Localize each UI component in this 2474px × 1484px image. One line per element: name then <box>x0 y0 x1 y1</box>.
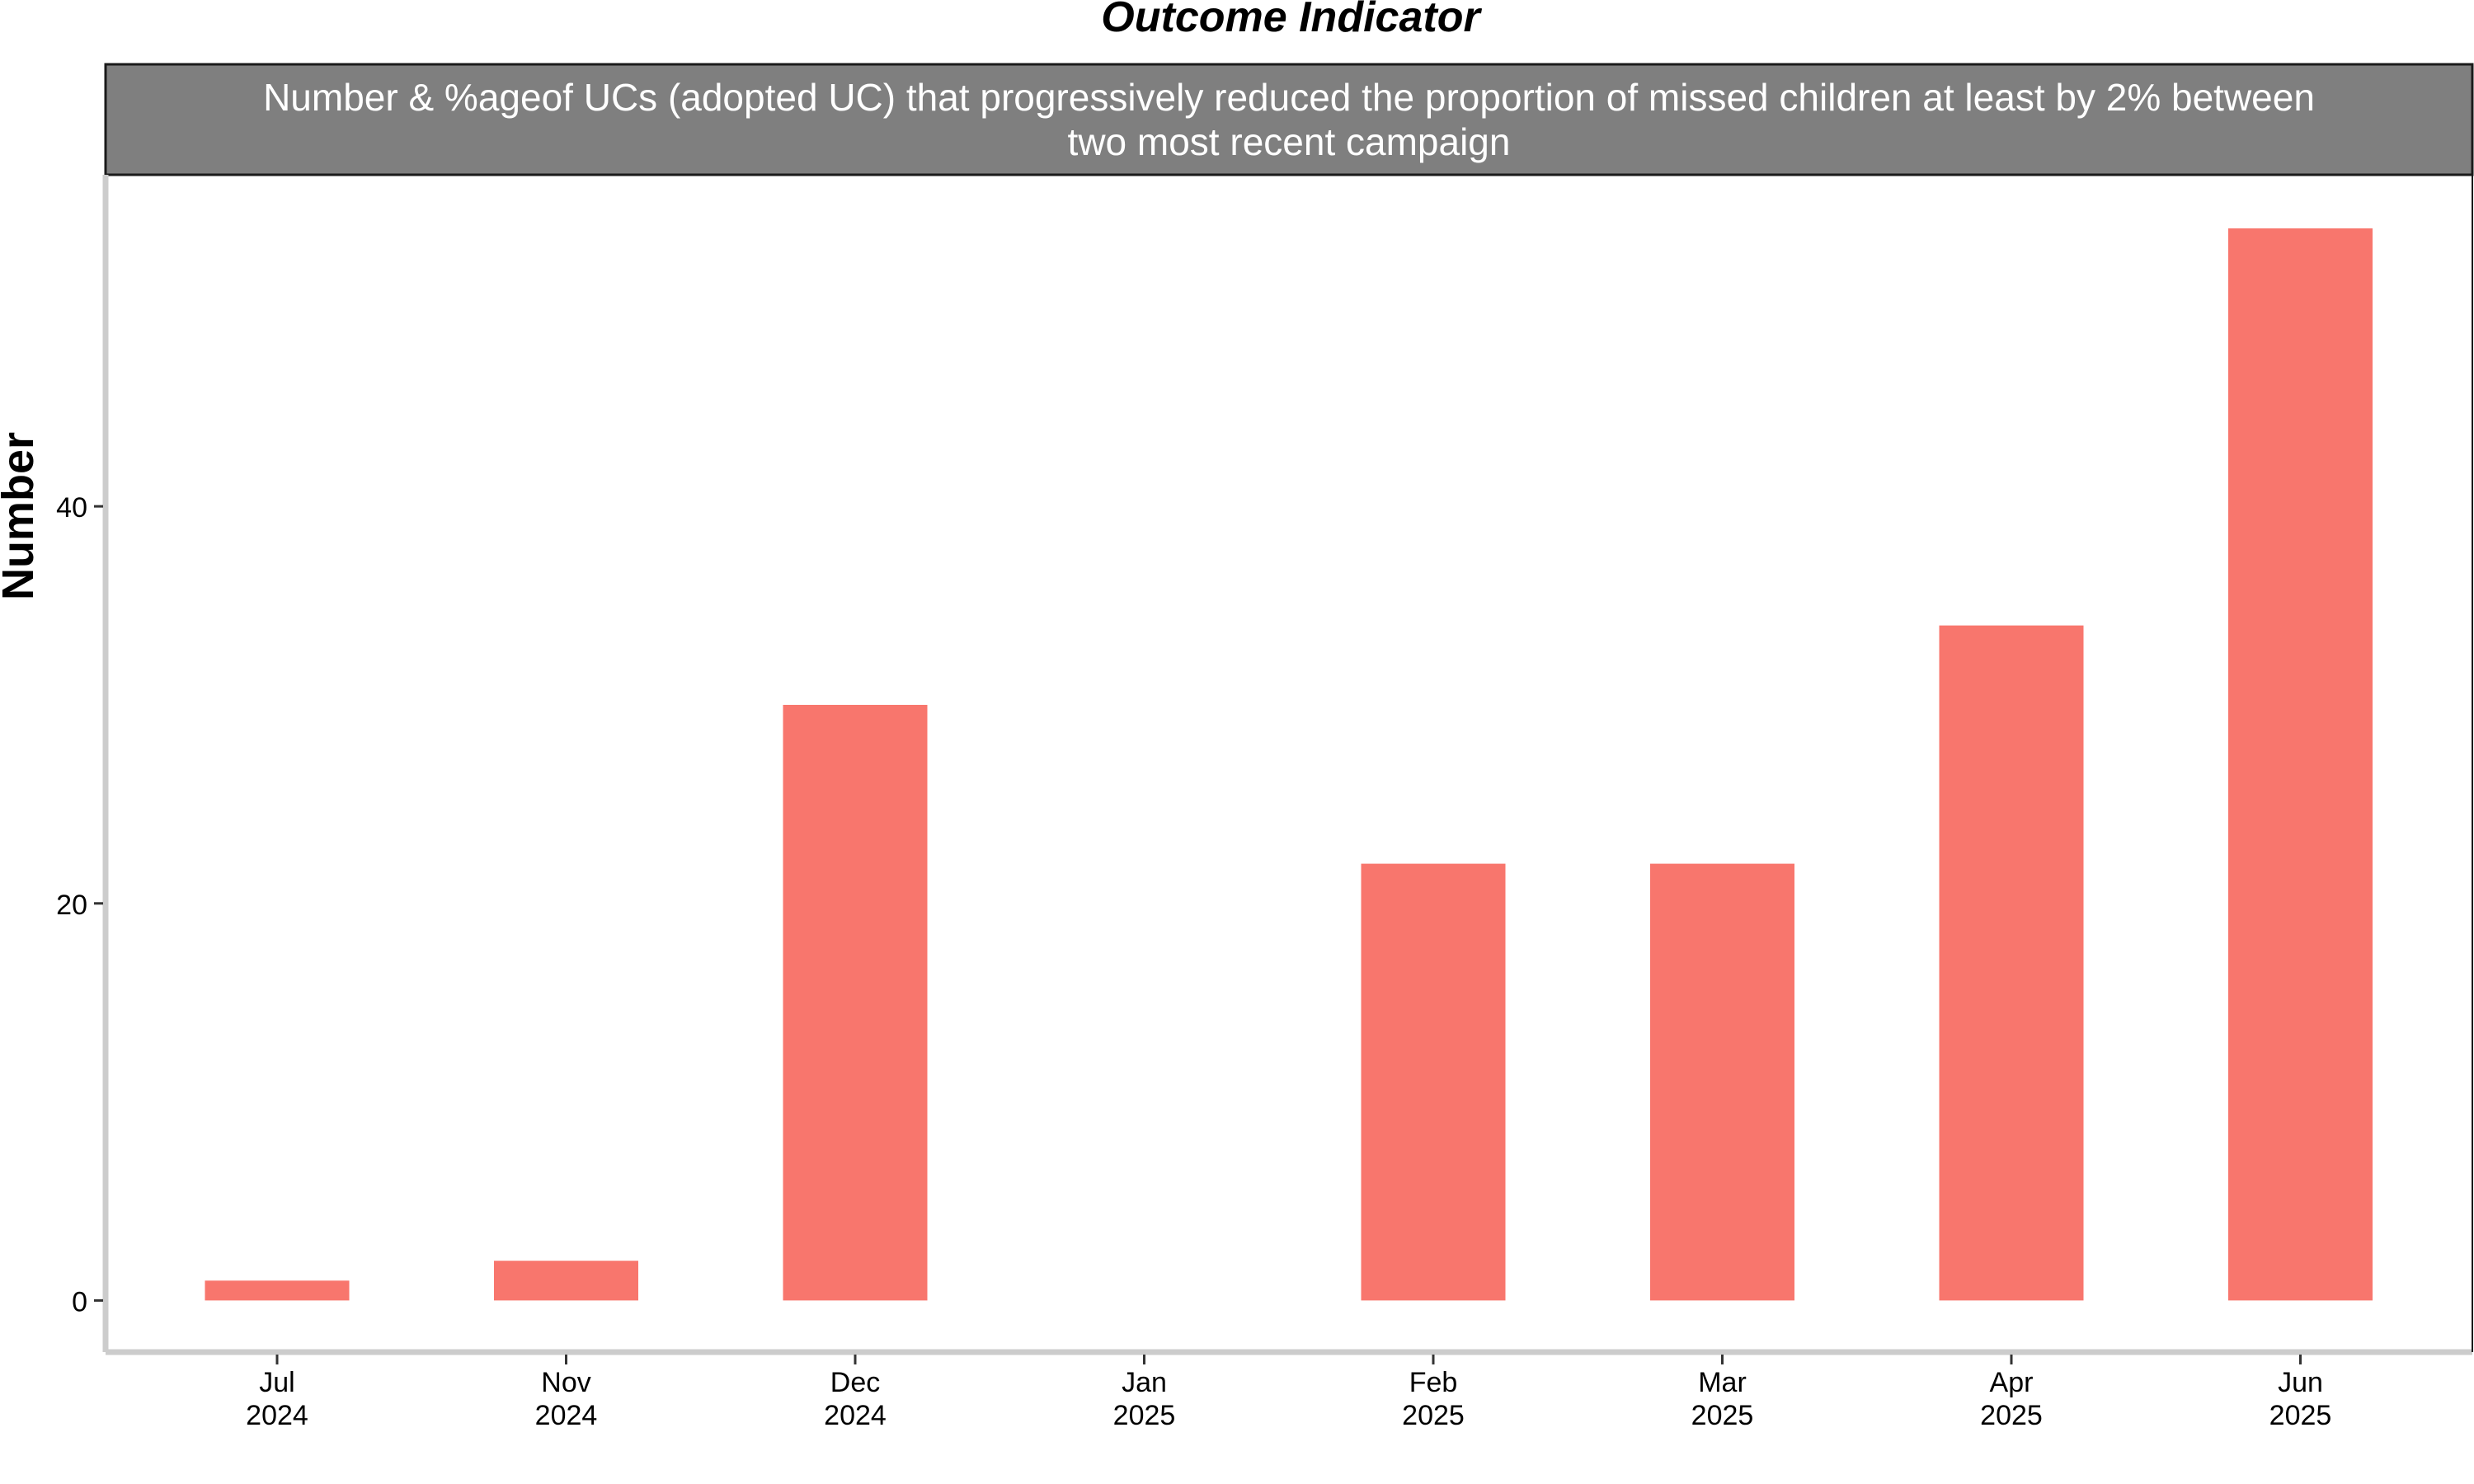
x-tick-label-month: Jun <box>2278 1367 2323 1398</box>
subtitle-line-2: two most recent campaign <box>1068 120 1511 163</box>
x-tick-label-year: 2025 <box>1691 1400 1754 1431</box>
x-tick-label-year: 2025 <box>1980 1400 2043 1431</box>
bars-group <box>205 228 2373 1301</box>
x-tick-label-month: Jul <box>259 1367 294 1398</box>
y-tick-label: 20 <box>56 890 87 921</box>
y-ticks-group: 0 20 40 <box>56 492 103 1317</box>
x-tick-label-year: 2024 <box>246 1400 308 1431</box>
y-axis-label: Number <box>0 432 43 600</box>
x-tick-label-month: Feb <box>1409 1367 1458 1398</box>
x-tick-label-month: Dec <box>830 1367 880 1398</box>
x-ticks-group: Jul2024Nov2024Dec2024Jan2025Feb2025Mar20… <box>246 1355 2331 1431</box>
subtitle-strip <box>104 63 2474 176</box>
x-tick-label-year: 2025 <box>1113 1400 1176 1431</box>
bar-feb-2025 <box>1361 863 1506 1301</box>
bar-jul-2024 <box>205 1280 350 1301</box>
x-tick-label-year: 2025 <box>1402 1400 1465 1431</box>
subtitle-line-1: Number & %ageof UCs (adopted UC) that pr… <box>263 76 2315 119</box>
bar-apr-2025 <box>1939 625 2084 1301</box>
x-tick-label-year: 2025 <box>2269 1400 2332 1431</box>
x-tick-label-year: 2024 <box>824 1400 887 1431</box>
bar-mar-2025 <box>1650 863 1794 1301</box>
x-tick-label-month: Nov <box>541 1367 590 1398</box>
x-tick-label-year: 2024 <box>535 1400 598 1431</box>
x-tick-label-month: Mar <box>1698 1367 1747 1398</box>
y-tick-label: 0 <box>72 1286 87 1317</box>
bar-jun-2025 <box>2228 228 2373 1301</box>
y-tick-label: 40 <box>56 492 87 524</box>
chart-title: Outcome Indicator <box>1101 0 1482 41</box>
bar-dec-2024 <box>783 704 928 1301</box>
x-tick-label-month: Jan <box>1122 1367 1167 1398</box>
plot-area <box>102 175 2473 1355</box>
bar-nov-2024 <box>494 1261 638 1301</box>
x-tick-label-month: Apr <box>1990 1367 2034 1398</box>
